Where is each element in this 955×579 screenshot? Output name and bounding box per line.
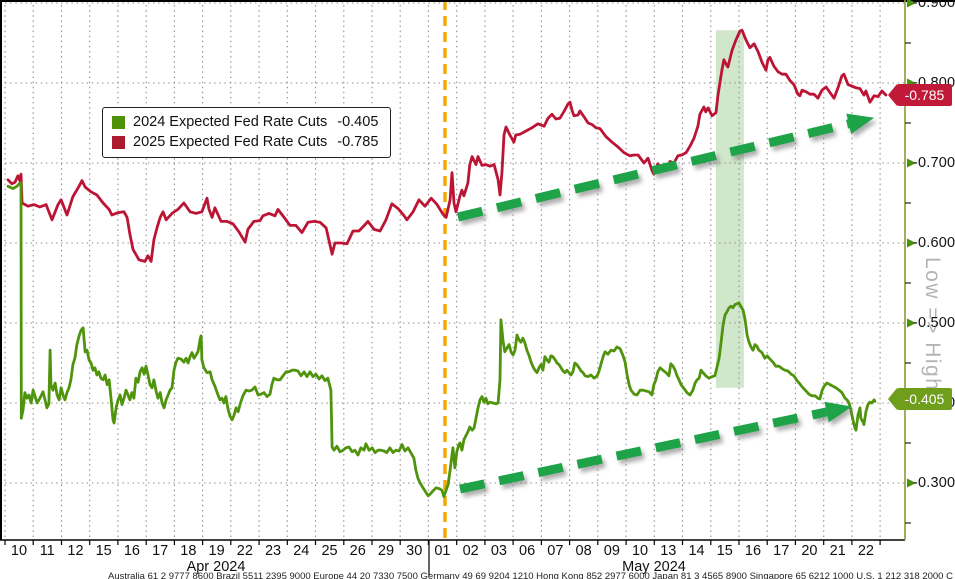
- x-day-label: 24: [293, 543, 310, 559]
- trend-arrowhead-icon: [824, 401, 852, 423]
- y-tick-arrow-icon: [907, 478, 916, 488]
- legend-value: -0.405: [337, 114, 379, 130]
- legend-swatch-2024-icon: [112, 115, 125, 129]
- y-tick-label: -0.600: [913, 235, 955, 251]
- trend-arrow-shaft: [459, 407, 828, 494]
- x-day-label: 21: [829, 543, 846, 559]
- footer-fine-print: Australia 61 2 9777 8600 Brazil 5511 239…: [108, 571, 953, 579]
- x-day-label: 22: [236, 543, 253, 559]
- x-day-label: 01: [434, 543, 451, 559]
- legend-item-2025: 2025 Expected Fed Rate Cuts -0.785: [112, 132, 378, 152]
- x-day-label: 10: [631, 543, 649, 559]
- trend-arrow-lower: [459, 401, 852, 494]
- x-day-label: 30: [406, 543, 423, 559]
- x-day-label: 18: [180, 543, 197, 559]
- x-day-label: 12: [67, 543, 84, 559]
- x-day-label: 14: [688, 543, 705, 559]
- legend: 2024 Expected Fed Rate Cuts -0.405 2025 …: [102, 107, 392, 158]
- x-day-label: 17: [773, 543, 790, 559]
- legend-label: 2024 Expected Fed Rate Cuts: [133, 114, 328, 130]
- month-label-may: May 2024: [622, 559, 686, 575]
- x-day-label: 16: [123, 543, 140, 559]
- x-day-label: 06: [519, 543, 536, 559]
- last-value-badge-2025: -0.785: [888, 84, 952, 106]
- series-line-2024: [6, 181, 877, 499]
- x-day-label: 20: [801, 543, 818, 559]
- trend-arrowhead-icon: [846, 113, 875, 134]
- legend-label: 2025 Expected Fed Rate Cuts: [133, 134, 328, 150]
- x-day-label: 19: [208, 543, 225, 559]
- trend-arrow-upper: [456, 113, 875, 222]
- x-day-label: 22: [857, 543, 874, 559]
- y-tick-arrow-icon: [907, 0, 916, 8]
- series-line-2025: [6, 28, 888, 263]
- last-value-badge-2024: -0.405: [888, 388, 952, 410]
- x-day-label: 16: [744, 543, 762, 559]
- x-day-label: 02: [462, 543, 479, 559]
- legend-swatch-2025-icon: [112, 135, 125, 149]
- legend-value: -0.785: [337, 134, 379, 150]
- x-day-label: 15: [716, 543, 733, 559]
- month-label-apr: Apr 2024: [186, 559, 246, 575]
- x-day-label: 25: [321, 543, 338, 559]
- x-day-label: 09: [603, 543, 620, 559]
- x-day-label: 26: [349, 543, 366, 559]
- x-day-label: 11: [39, 543, 55, 559]
- x-day-label: 08: [575, 543, 592, 559]
- y-tick-arrow-icon: [907, 158, 916, 168]
- x-day-label: 15: [95, 543, 112, 559]
- x-day-label: 23: [264, 543, 282, 559]
- y-tick-label: -0.300: [913, 475, 955, 491]
- legend-item-2024: 2024 Expected Fed Rate Cuts -0.405: [112, 112, 378, 132]
- x-day-label: 03: [490, 543, 507, 559]
- x-day-label: 10: [10, 543, 28, 559]
- trend-arrow-shaft: [456, 119, 850, 222]
- highlight-band: [716, 30, 744, 388]
- y-tick-label: -0.700: [913, 155, 955, 171]
- y-tick-arrow-icon: [907, 238, 916, 248]
- y-tick-label: -0.500: [913, 315, 955, 331]
- x-day-label: 29: [377, 543, 395, 559]
- y-tick-arrow-icon: [907, 318, 916, 328]
- y-tick-label: -0.900: [913, 0, 955, 11]
- axis-direction-label: Low => High: [921, 256, 944, 392]
- x-day-label: 13: [660, 543, 677, 559]
- x-day-label: 17: [152, 543, 169, 559]
- x-day-label: 07: [547, 543, 564, 559]
